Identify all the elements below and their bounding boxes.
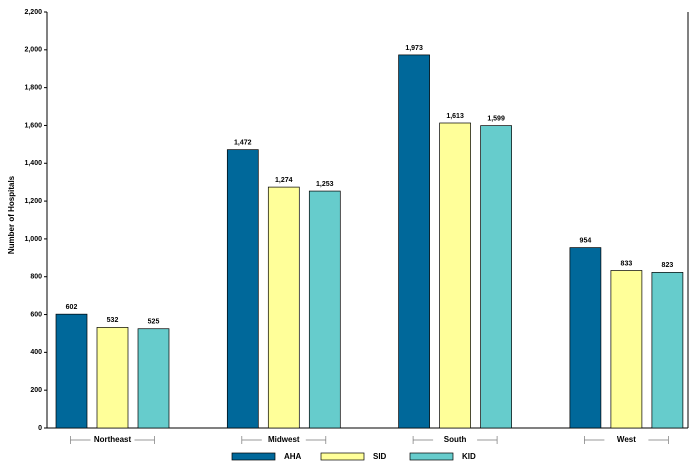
legend-label: AHA — [284, 452, 302, 461]
bar — [137, 328, 170, 429]
bar — [480, 125, 512, 429]
y-axis-label: Number of Hospitals — [7, 175, 16, 254]
legend-swatch — [320, 452, 365, 461]
y-tick-label: 200 — [30, 387, 42, 394]
y-tick-label: 1,200 — [24, 198, 42, 205]
x-tick-label: Midwest — [268, 435, 300, 444]
value-label: 954 — [580, 237, 592, 244]
value-label: 823 — [662, 262, 674, 269]
legend-swatch — [231, 452, 276, 461]
bar — [610, 270, 643, 429]
bar — [398, 54, 430, 429]
bar — [55, 313, 88, 429]
value-label: 1,599 — [487, 115, 505, 122]
y-tick-label: 400 — [30, 349, 42, 356]
bar — [569, 247, 602, 429]
value-label: 532 — [107, 317, 119, 324]
value-label: 1,274 — [275, 177, 293, 184]
legend-swatch — [409, 452, 454, 461]
y-tick-label: 2,200 — [24, 9, 42, 16]
value-label: 525 — [148, 319, 160, 326]
bar — [96, 327, 129, 429]
x-tick-label: West — [617, 435, 636, 444]
value-label: 1,253 — [316, 181, 334, 188]
y-tick-label: 2,000 — [24, 47, 42, 54]
legend-label: SID — [373, 452, 387, 461]
value-label: 1,973 — [405, 45, 423, 52]
bar — [308, 190, 341, 429]
value-label: 602 — [66, 304, 78, 311]
y-tick-label: 1,800 — [24, 84, 42, 91]
y-tick-label: 1,400 — [24, 160, 42, 167]
legend-label: KID — [462, 452, 476, 461]
bar — [267, 186, 300, 429]
y-tick-label: 1,600 — [24, 122, 42, 129]
value-label: 833 — [621, 260, 633, 267]
bar — [439, 122, 471, 429]
x-tick-label: South — [444, 435, 467, 444]
y-tick-label: 0 — [38, 425, 42, 432]
bar — [651, 272, 684, 429]
y-tick-label: 800 — [30, 274, 42, 281]
x-tick-label: Northeast — [94, 435, 132, 444]
value-label: 1,613 — [446, 113, 464, 120]
value-label: 1,472 — [234, 140, 252, 147]
bar — [226, 149, 259, 429]
y-tick-label: 1,000 — [24, 236, 42, 243]
y-tick-label: 600 — [30, 311, 42, 318]
